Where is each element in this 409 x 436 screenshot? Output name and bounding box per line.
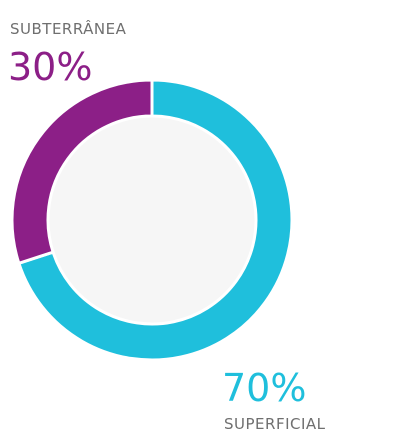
donut-center	[48, 116, 256, 324]
donut-slice	[10, 78, 154, 266]
value-label: 30%	[8, 45, 92, 89]
category-label: SUBTERRÂNEA	[10, 19, 127, 38]
category-label: SUPERFICIAL	[224, 415, 326, 433]
donut-slice	[16, 78, 294, 362]
value-label: 70%	[222, 366, 306, 410]
